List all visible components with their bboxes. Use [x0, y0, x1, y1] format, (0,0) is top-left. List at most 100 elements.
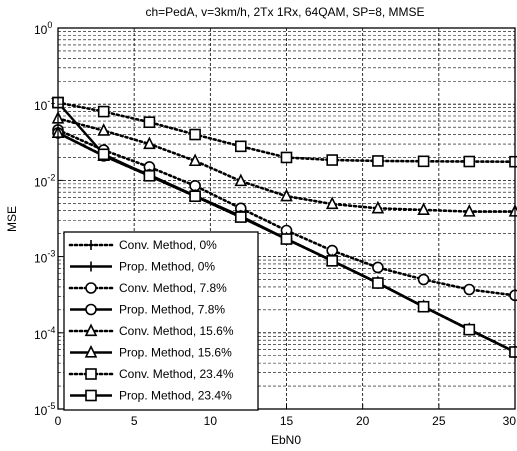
legend-label: Prop. Method, 0%	[119, 260, 215, 274]
data-point	[326, 255, 339, 267]
legend-marker	[84, 323, 98, 337]
circle-marker	[509, 289, 517, 302]
triangle-marker	[97, 123, 110, 136]
square-marker	[143, 116, 156, 129]
data-point	[280, 151, 293, 164]
legend-marker	[86, 261, 96, 272]
x-tick-label: 25	[432, 414, 446, 428]
y-tick-exponent: -1	[47, 96, 55, 106]
circle-marker	[463, 283, 476, 296]
x-tick-label: 20	[356, 414, 370, 428]
square-marker	[97, 148, 110, 161]
legend-label: Conv. Method, 23.4%	[119, 367, 234, 381]
data-point	[189, 190, 201, 203]
square-marker	[143, 169, 156, 182]
data-point	[235, 140, 247, 153]
data-point	[235, 211, 247, 223]
square-marker	[326, 154, 339, 166]
y-tick-base: 10	[34, 252, 48, 266]
data-point	[463, 323, 476, 336]
data-point	[417, 300, 430, 313]
data-point	[97, 105, 110, 118]
data-point	[509, 289, 517, 302]
plot-markers	[51, 96, 517, 358]
triangle-marker	[325, 196, 339, 210]
square-marker	[417, 155, 430, 168]
data-point	[143, 169, 156, 182]
square-marker	[463, 323, 476, 336]
data-point	[280, 188, 293, 202]
triangle-marker	[280, 188, 293, 202]
square-marker	[85, 368, 97, 380]
y-tick-exponent: 0	[47, 20, 52, 30]
legend-marker	[85, 368, 97, 380]
circle-marker	[372, 261, 384, 274]
data-point	[463, 204, 476, 217]
x-tick-label: 10	[204, 414, 218, 428]
circle-marker	[85, 303, 97, 316]
y-tick-label: 10-4	[34, 325, 55, 342]
triangle-marker	[417, 202, 430, 216]
y-tick-label: 10-5	[34, 401, 55, 418]
legend-marker	[84, 344, 98, 358]
square-marker	[189, 190, 201, 203]
y-tick-exponent: -2	[47, 172, 55, 182]
circle-marker	[85, 282, 97, 294]
square-marker	[235, 140, 247, 153]
legend-marker	[86, 240, 96, 250]
data-point	[189, 128, 201, 141]
data-point	[234, 173, 248, 187]
x-tick-label: 30	[503, 414, 517, 428]
square-marker	[97, 105, 110, 118]
square-marker	[85, 389, 97, 402]
y-tick-label: 10-3	[34, 249, 55, 266]
square-marker	[372, 277, 384, 289]
legend-label: Conv. Method, 15.6%	[119, 324, 234, 338]
triangle-marker	[234, 173, 248, 187]
data-point	[143, 116, 156, 129]
square-marker	[417, 300, 430, 313]
y-tick-base: 10	[34, 23, 48, 37]
data-point	[417, 202, 430, 216]
y-tick-label: 100	[34, 20, 52, 37]
legend-label: Prop. Method, 23.4%	[119, 389, 232, 403]
y-tick-exponent: -3	[47, 249, 55, 259]
data-point	[280, 233, 293, 245]
square-marker	[280, 151, 293, 164]
chart-title: ch=PedA, v=3km/h, 2Tx 1Rx, 64QAM, SP=8, …	[145, 5, 424, 19]
square-marker	[280, 233, 293, 245]
x-axis-ticks: 0 5 10 15 20 25 30	[55, 404, 517, 428]
data-point	[325, 196, 339, 210]
triangle-marker	[84, 344, 98, 358]
data-point	[372, 261, 384, 274]
y-tick-exponent: -5	[47, 401, 55, 411]
triangle-marker	[188, 153, 202, 167]
y-axis-label: MSE	[5, 206, 19, 232]
y-tick-base: 10	[34, 175, 48, 189]
legend-label: Prop. Method, 7.8%	[119, 303, 225, 317]
data-point	[463, 283, 476, 296]
square-marker	[509, 155, 517, 168]
x-tick-label: 15	[280, 414, 294, 428]
data-point	[509, 155, 517, 168]
y-tick-base: 10	[34, 328, 48, 342]
square-marker	[235, 211, 247, 223]
data-point	[372, 155, 384, 167]
triangle-marker	[463, 204, 476, 217]
data-point	[509, 346, 517, 358]
circle-marker	[417, 273, 430, 286]
legend-marker	[85, 389, 97, 402]
legend-box	[63, 231, 259, 411]
data-point	[326, 154, 339, 166]
square-marker	[189, 128, 201, 141]
y-tick-base: 10	[34, 404, 48, 418]
y-tick-base: 10	[34, 99, 48, 113]
data-point	[417, 273, 430, 286]
triangle-marker	[371, 200, 385, 214]
data-point	[372, 277, 384, 289]
y-tick-label: 10-2	[34, 172, 55, 189]
y-tick-exponent: -4	[47, 325, 55, 335]
square-marker	[326, 255, 339, 267]
